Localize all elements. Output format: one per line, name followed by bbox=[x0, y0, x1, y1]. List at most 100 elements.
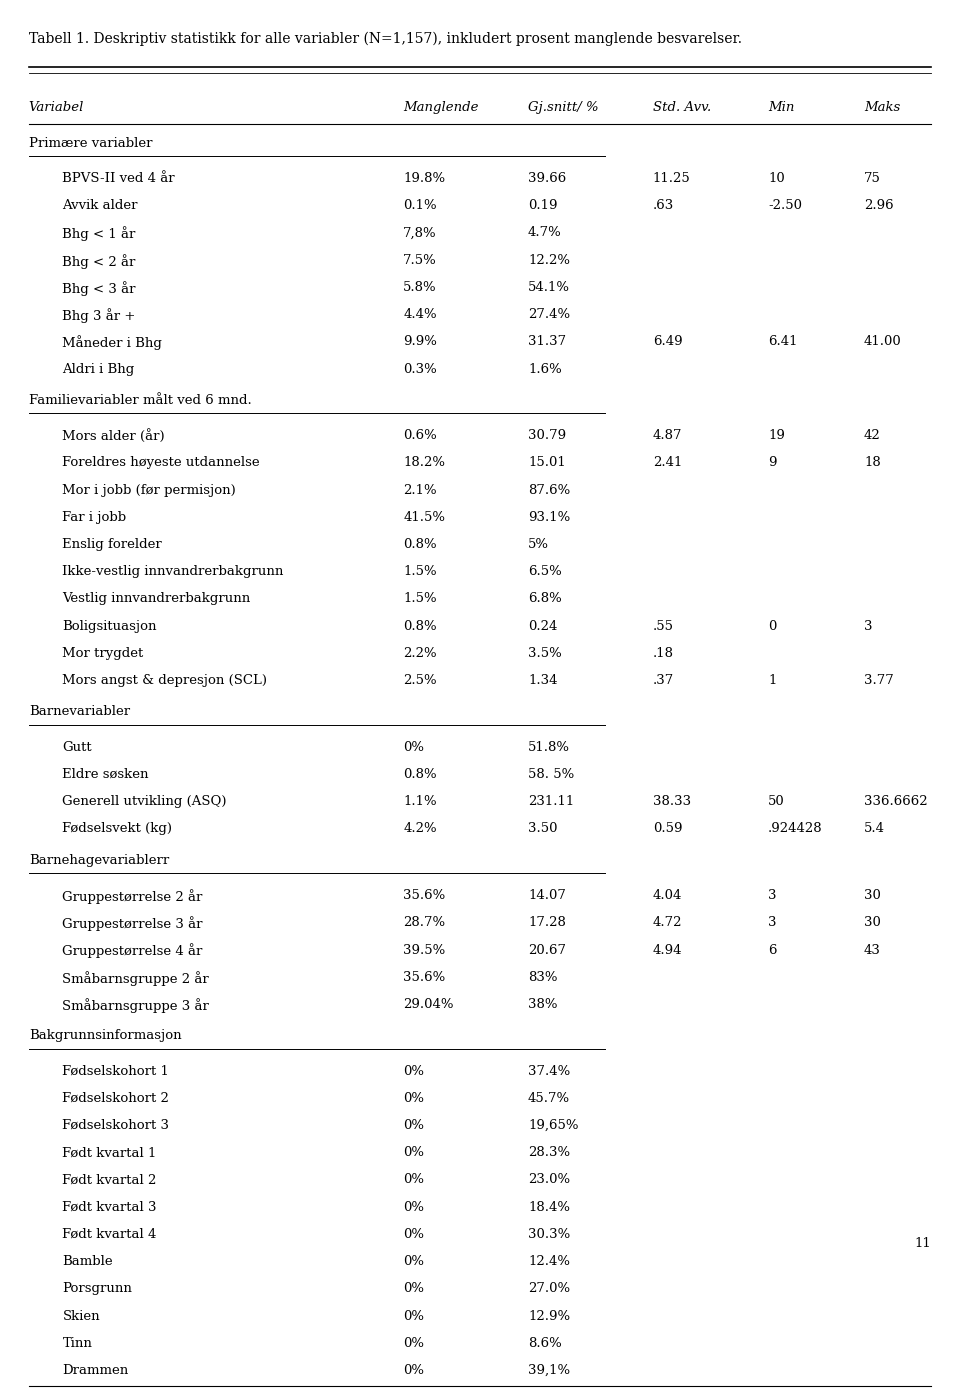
Text: 9.9%: 9.9% bbox=[403, 336, 437, 348]
Text: 10: 10 bbox=[768, 172, 784, 185]
Text: 4.2%: 4.2% bbox=[403, 822, 437, 836]
Text: 2.1%: 2.1% bbox=[403, 484, 437, 496]
Text: 30: 30 bbox=[864, 916, 881, 930]
Text: 0.24: 0.24 bbox=[528, 619, 558, 633]
Text: Ikke-vestlig innvandrerbakgrunn: Ikke-vestlig innvandrerbakgrunn bbox=[62, 565, 284, 579]
Text: 19: 19 bbox=[768, 429, 785, 442]
Text: Std. Avv.: Std. Avv. bbox=[653, 101, 711, 115]
Text: Min: Min bbox=[768, 101, 794, 115]
Text: Fødselskohort 2: Fødselskohort 2 bbox=[62, 1092, 169, 1104]
Text: 6.5%: 6.5% bbox=[528, 565, 562, 579]
Text: Variabel: Variabel bbox=[29, 101, 84, 115]
Text: 6.8%: 6.8% bbox=[528, 593, 562, 605]
Text: Gruppestørrelse 4 år: Gruppestørrelse 4 år bbox=[62, 944, 203, 959]
Text: 31.37: 31.37 bbox=[528, 336, 566, 348]
Text: 3.5%: 3.5% bbox=[528, 647, 562, 660]
Text: 0.1%: 0.1% bbox=[403, 200, 437, 212]
Text: Maks: Maks bbox=[864, 101, 900, 115]
Text: Født kvartal 2: Født kvartal 2 bbox=[62, 1173, 156, 1187]
Text: 23.0%: 23.0% bbox=[528, 1173, 570, 1187]
Text: Vestlig innvandrerbakgrunn: Vestlig innvandrerbakgrunn bbox=[62, 593, 251, 605]
Text: 27.4%: 27.4% bbox=[528, 308, 570, 322]
Text: 6.49: 6.49 bbox=[653, 336, 683, 348]
Text: 42: 42 bbox=[864, 429, 880, 442]
Text: 7.5%: 7.5% bbox=[403, 253, 437, 267]
Text: 75: 75 bbox=[864, 172, 881, 185]
Text: Mors angst & depresjon (SCL): Mors angst & depresjon (SCL) bbox=[62, 674, 268, 688]
Text: Bamble: Bamble bbox=[62, 1255, 113, 1268]
Text: Avvik alder: Avvik alder bbox=[62, 200, 138, 212]
Text: 39,1%: 39,1% bbox=[528, 1364, 570, 1377]
Text: Drammen: Drammen bbox=[62, 1364, 129, 1377]
Text: 0.8%: 0.8% bbox=[403, 538, 437, 551]
Text: -2.50: -2.50 bbox=[768, 200, 802, 212]
Text: 1.34: 1.34 bbox=[528, 674, 558, 688]
Text: Født kvartal 4: Født kvartal 4 bbox=[62, 1227, 156, 1241]
Text: Fødselsvekt (kg): Fødselsvekt (kg) bbox=[62, 822, 173, 836]
Text: 27.0%: 27.0% bbox=[528, 1282, 570, 1296]
Text: 18.2%: 18.2% bbox=[403, 456, 445, 470]
Text: 5.8%: 5.8% bbox=[403, 281, 437, 294]
Text: 6: 6 bbox=[768, 944, 777, 956]
Text: 38.33: 38.33 bbox=[653, 795, 691, 808]
Text: Bhg < 2 år: Bhg < 2 år bbox=[62, 253, 135, 268]
Text: Fødselskohort 1: Fødselskohort 1 bbox=[62, 1065, 169, 1078]
Text: 0%: 0% bbox=[403, 1227, 424, 1241]
Text: 12.9%: 12.9% bbox=[528, 1310, 570, 1323]
Text: Eldre søsken: Eldre søsken bbox=[62, 768, 149, 781]
Text: 54.1%: 54.1% bbox=[528, 281, 570, 294]
Text: 39.66: 39.66 bbox=[528, 172, 566, 185]
Text: .18: .18 bbox=[653, 647, 674, 660]
Text: 0%: 0% bbox=[403, 1336, 424, 1349]
Text: 0.8%: 0.8% bbox=[403, 768, 437, 781]
Text: 83%: 83% bbox=[528, 970, 558, 984]
Text: Aldri i Bhg: Aldri i Bhg bbox=[62, 362, 134, 376]
Text: Far i jobb: Far i jobb bbox=[62, 510, 127, 524]
Text: 0%: 0% bbox=[403, 1173, 424, 1187]
Text: 3.77: 3.77 bbox=[864, 674, 894, 688]
Text: Mors alder (år): Mors alder (år) bbox=[62, 429, 165, 443]
Text: 0%: 0% bbox=[403, 1065, 424, 1078]
Text: Gruppestørrelse 2 år: Gruppestørrelse 2 år bbox=[62, 889, 203, 905]
Text: 0.59: 0.59 bbox=[653, 822, 683, 836]
Text: Enslig forelder: Enslig forelder bbox=[62, 538, 162, 551]
Text: Bhg < 1 år: Bhg < 1 år bbox=[62, 226, 135, 242]
Text: Familievariabler målt ved 6 mnd.: Familievariabler målt ved 6 mnd. bbox=[29, 394, 252, 407]
Text: 0.3%: 0.3% bbox=[403, 362, 437, 376]
Text: 19,65%: 19,65% bbox=[528, 1118, 579, 1132]
Text: Mor trygdet: Mor trygdet bbox=[62, 647, 144, 660]
Text: .37: .37 bbox=[653, 674, 674, 688]
Text: 87.6%: 87.6% bbox=[528, 484, 570, 496]
Text: 45.7%: 45.7% bbox=[528, 1092, 570, 1104]
Text: Skien: Skien bbox=[62, 1310, 100, 1323]
Text: 30: 30 bbox=[864, 889, 881, 902]
Text: 9: 9 bbox=[768, 456, 777, 470]
Text: 0%: 0% bbox=[403, 1255, 424, 1268]
Text: 0%: 0% bbox=[403, 1310, 424, 1323]
Text: 0.19: 0.19 bbox=[528, 200, 558, 212]
Text: 7,8%: 7,8% bbox=[403, 226, 437, 239]
Text: 15.01: 15.01 bbox=[528, 456, 565, 470]
Text: 0%: 0% bbox=[403, 1118, 424, 1132]
Text: 0: 0 bbox=[768, 619, 777, 633]
Text: 41.00: 41.00 bbox=[864, 336, 901, 348]
Text: Småbarnsgruppe 3 år: Småbarnsgruppe 3 år bbox=[62, 998, 209, 1012]
Text: 11.25: 11.25 bbox=[653, 172, 690, 185]
Text: 231.11: 231.11 bbox=[528, 795, 574, 808]
Text: Boligsituasjon: Boligsituasjon bbox=[62, 619, 156, 633]
Text: 1.5%: 1.5% bbox=[403, 593, 437, 605]
Text: Fødselskohort 3: Fødselskohort 3 bbox=[62, 1118, 169, 1132]
Text: Generell utvikling (ASQ): Generell utvikling (ASQ) bbox=[62, 795, 227, 808]
Text: Gj.snitt/ %: Gj.snitt/ % bbox=[528, 101, 599, 115]
Text: 30.79: 30.79 bbox=[528, 429, 566, 442]
Text: 0.8%: 0.8% bbox=[403, 619, 437, 633]
Text: 17.28: 17.28 bbox=[528, 916, 565, 930]
Text: 8.6%: 8.6% bbox=[528, 1336, 562, 1349]
Text: Bakgrunnsinformasjon: Bakgrunnsinformasjon bbox=[29, 1029, 181, 1043]
Text: 2.96: 2.96 bbox=[864, 200, 894, 212]
Text: 14.07: 14.07 bbox=[528, 889, 565, 902]
Text: 0%: 0% bbox=[403, 741, 424, 754]
Text: 5.4: 5.4 bbox=[864, 822, 885, 836]
Text: 18: 18 bbox=[864, 456, 880, 470]
Text: 4.72: 4.72 bbox=[653, 916, 683, 930]
